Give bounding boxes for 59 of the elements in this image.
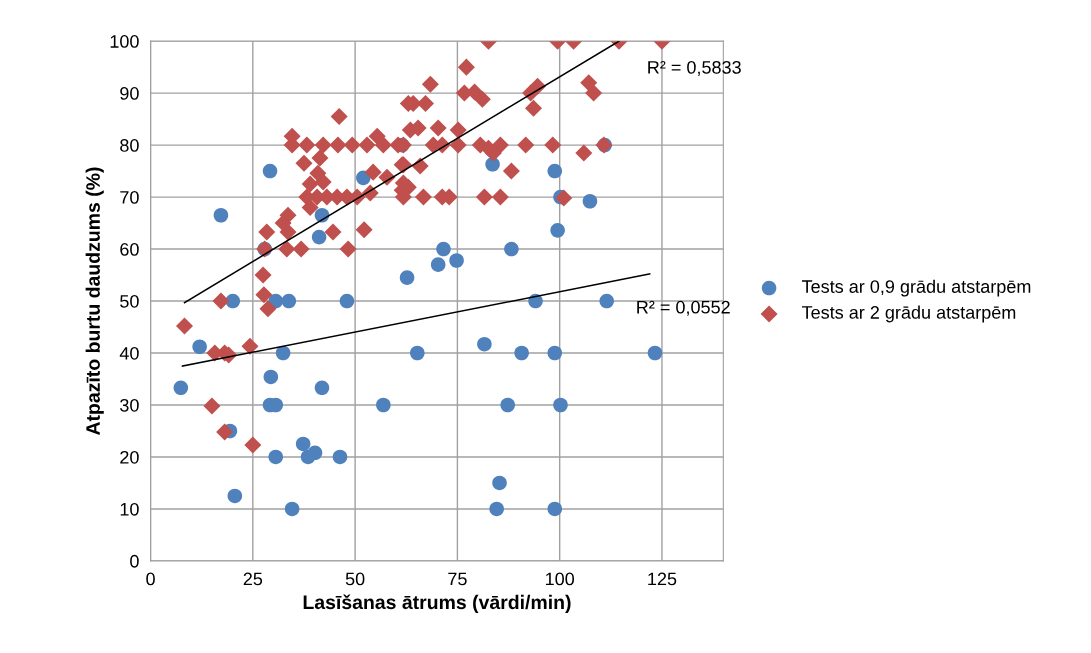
x-tick-label: 0 xyxy=(146,572,155,586)
y-tick-label: 80 xyxy=(120,139,139,152)
point xyxy=(547,163,563,179)
y-axis-title: Atpazīto burtu daudzums (%) xyxy=(85,167,104,436)
point xyxy=(547,501,563,517)
legend-label: Tests ar 2 grādu atstarpēm xyxy=(802,305,1016,323)
point xyxy=(376,397,391,413)
point xyxy=(514,345,529,361)
point xyxy=(647,345,663,361)
point xyxy=(489,501,504,517)
legend-label: Tests ar 0,9 grādu atstarpēm xyxy=(802,279,1031,297)
x-tick-label: 50 xyxy=(345,572,365,586)
annotation: R² = 0,5833 xyxy=(648,60,741,76)
y-tick-label: 60 xyxy=(120,242,139,256)
y-tick-label: 100 xyxy=(110,35,139,48)
point xyxy=(263,369,279,385)
annotation: R² = 0,0552 xyxy=(637,300,730,316)
point xyxy=(547,345,563,361)
y-tick-label: 90 xyxy=(120,87,139,100)
point xyxy=(504,241,519,257)
y-tick-label: 30 xyxy=(120,398,139,412)
point xyxy=(314,380,330,396)
point xyxy=(173,380,189,396)
point xyxy=(410,345,425,361)
x-tick-label: 75 xyxy=(448,572,467,586)
point xyxy=(213,207,229,223)
point xyxy=(430,257,446,272)
point xyxy=(553,397,568,413)
x-tick-label: 125 xyxy=(648,572,677,586)
point xyxy=(449,253,464,268)
y-tick-label: 40 xyxy=(119,346,139,360)
point xyxy=(599,293,615,309)
y-tick-label: 0 xyxy=(130,554,139,568)
x-tick-label: 100 xyxy=(546,572,575,586)
x-tick-label: 25 xyxy=(243,572,263,586)
point xyxy=(436,241,451,257)
point xyxy=(281,293,297,309)
x-axis-title: Lasīšanas ātrums (vārdi/min) xyxy=(303,594,571,613)
y-tick-label: 20 xyxy=(120,450,139,464)
point xyxy=(275,345,291,361)
y-tick-label: 10 xyxy=(120,502,139,516)
point xyxy=(339,293,355,309)
point xyxy=(550,223,565,238)
point xyxy=(477,336,492,352)
y-tick-label: 70 xyxy=(120,191,139,204)
point xyxy=(192,339,207,355)
point xyxy=(284,501,300,517)
point xyxy=(268,449,284,465)
point xyxy=(295,436,311,452)
point xyxy=(500,397,516,413)
point xyxy=(399,270,415,285)
y-tick-label: 50 xyxy=(120,294,139,308)
point xyxy=(307,445,323,461)
point xyxy=(227,488,243,504)
point xyxy=(262,163,278,179)
point xyxy=(311,229,327,245)
point xyxy=(492,475,507,491)
point xyxy=(582,193,598,209)
point xyxy=(332,449,348,465)
